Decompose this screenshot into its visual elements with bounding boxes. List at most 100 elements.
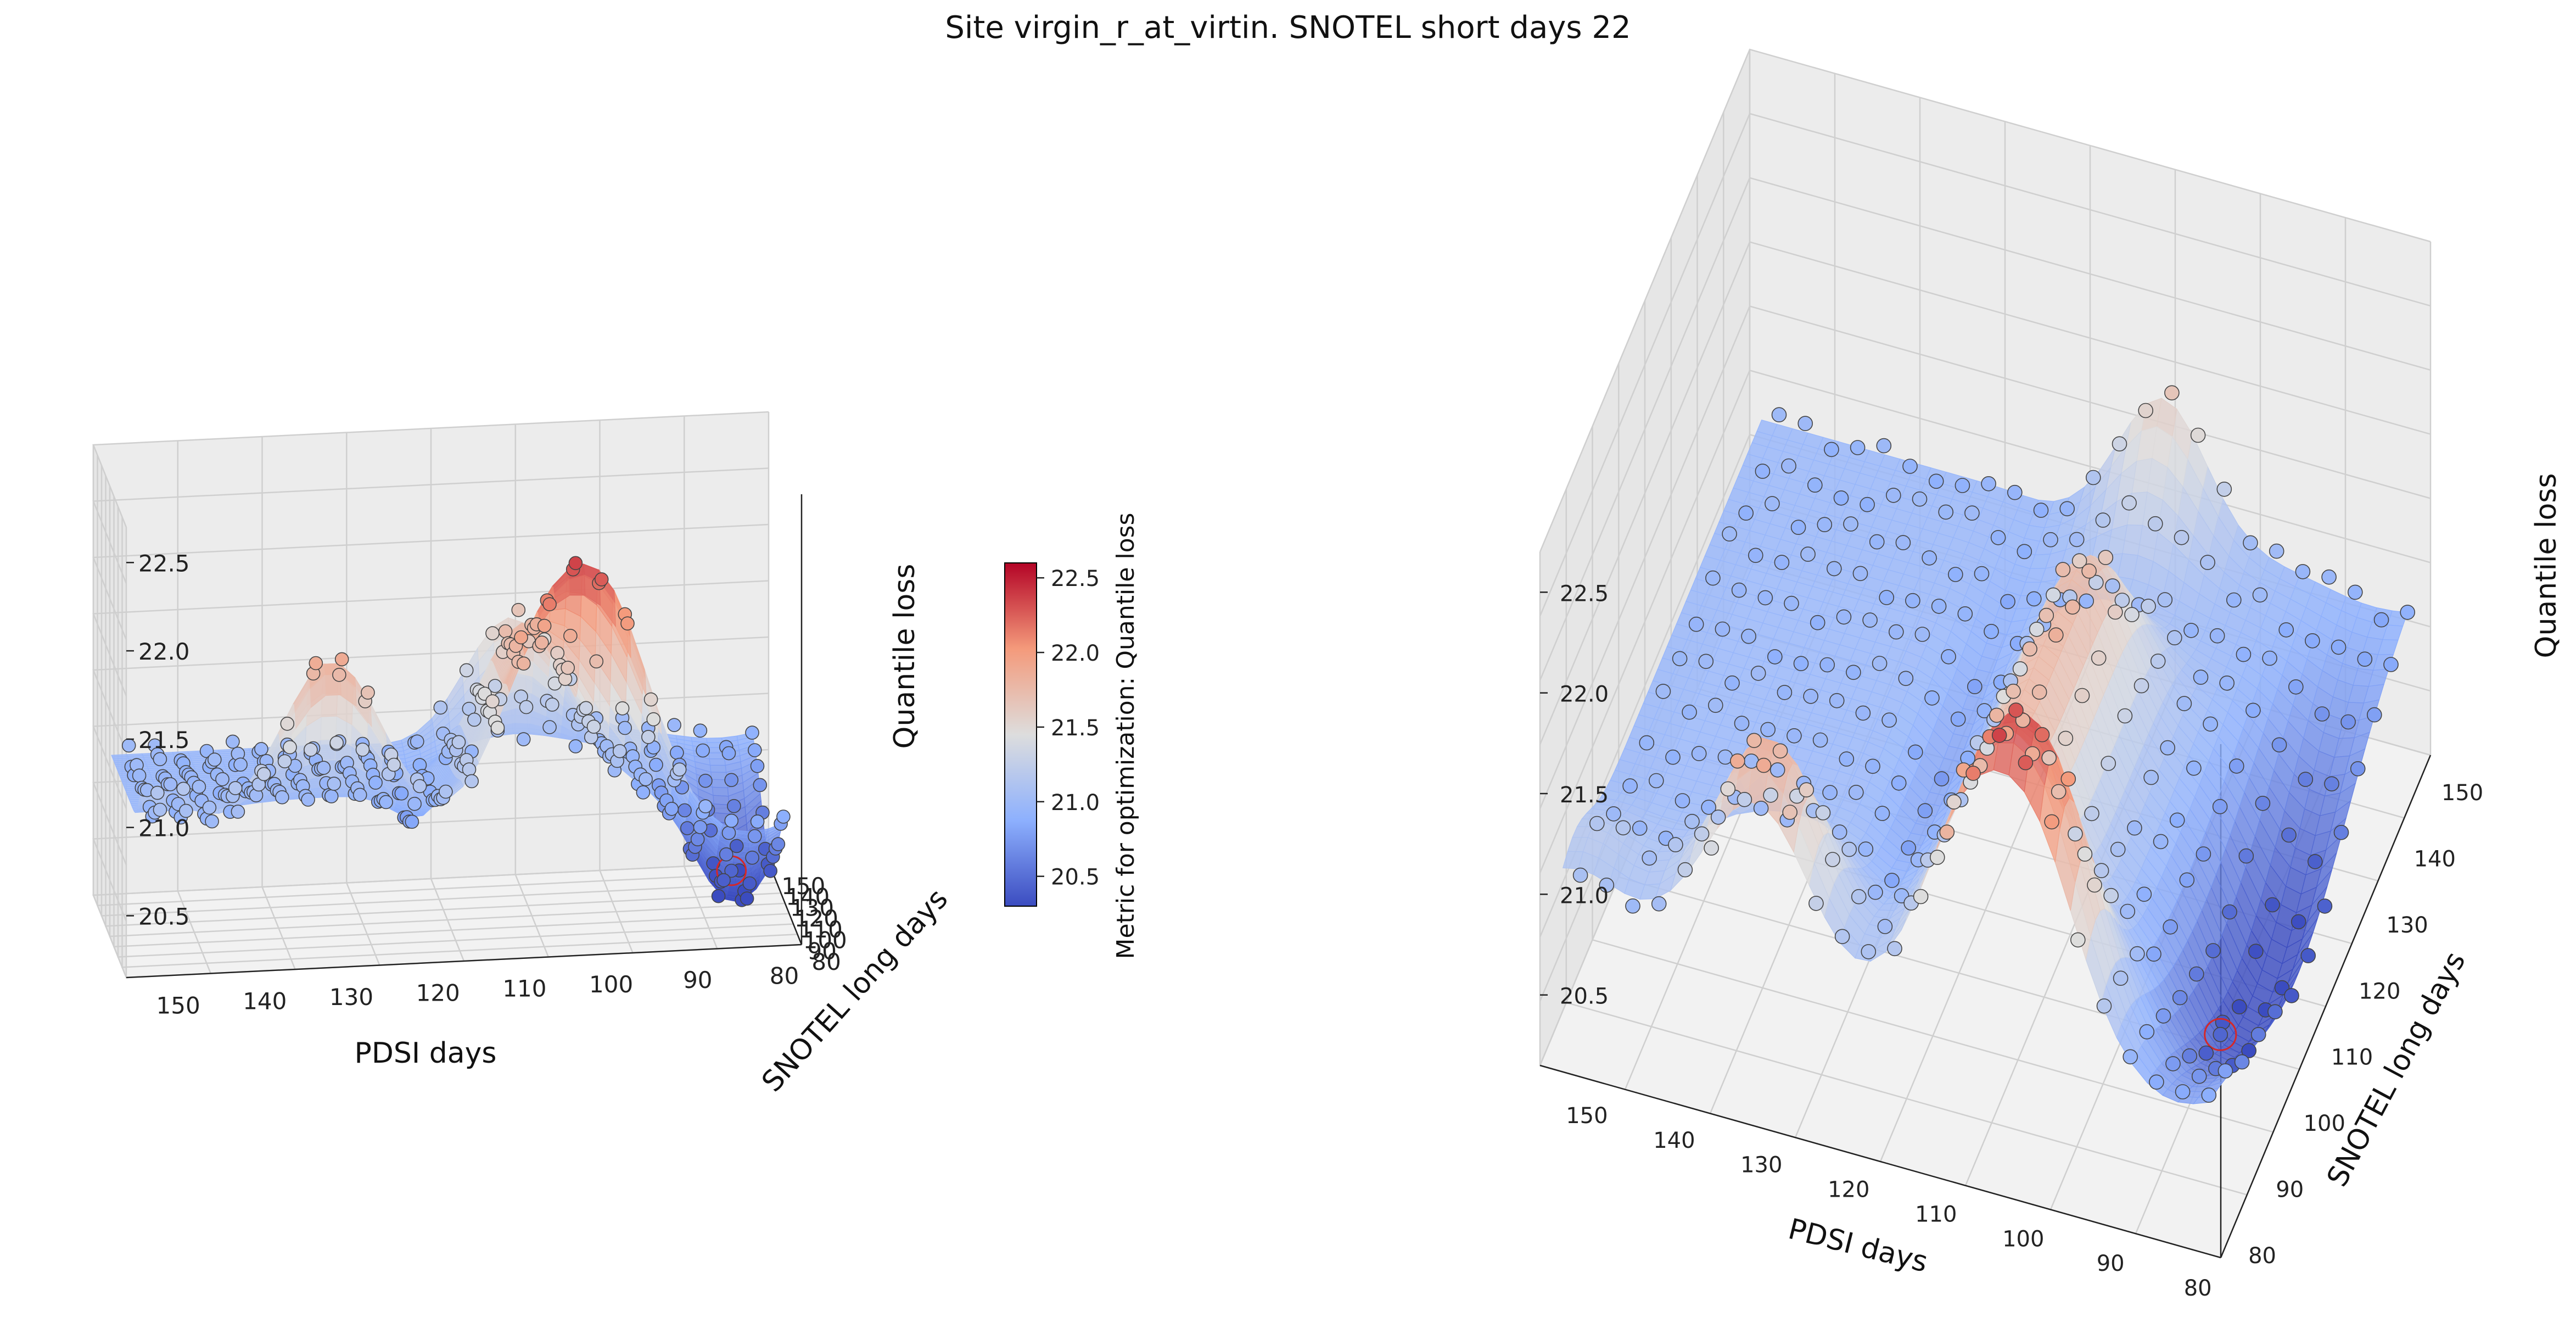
x-tick-label: 80 <box>770 963 799 990</box>
data-point <box>451 735 466 750</box>
data-point <box>1704 840 1719 856</box>
data-point <box>677 803 692 818</box>
data-point <box>2031 684 2047 700</box>
data-point <box>1939 824 1955 840</box>
data-point <box>727 799 741 813</box>
data-point <box>2226 592 2242 608</box>
data-point <box>1784 595 1799 611</box>
colorbar-tick-label: 22.5 <box>1051 566 1100 591</box>
data-point <box>2179 872 2195 888</box>
data-point <box>1724 675 1740 691</box>
data-point <box>2252 587 2268 603</box>
data-point <box>2051 784 2067 800</box>
data-point <box>485 626 500 640</box>
y-tick-label: 110 <box>799 916 843 943</box>
data-point <box>379 795 393 810</box>
data-point <box>2340 714 2356 730</box>
x-tick-label: 100 <box>589 971 633 998</box>
data-point <box>763 864 777 878</box>
data-point <box>641 730 656 744</box>
data-point <box>2155 1008 2171 1024</box>
data-point <box>1974 566 1990 582</box>
data-point <box>280 717 295 731</box>
data-point <box>1849 785 1864 800</box>
data-point <box>2216 481 2232 497</box>
data-point <box>2084 806 2099 822</box>
data-point <box>2065 599 2080 615</box>
data-point <box>1955 478 1970 493</box>
data-point <box>1839 751 1855 767</box>
surface-cell <box>709 764 727 773</box>
y-tick-label: 150 <box>781 873 825 900</box>
data-point <box>2055 562 2071 577</box>
data-point <box>1746 733 1762 749</box>
y-tick-label: 80 <box>811 948 841 975</box>
data-point <box>2267 1004 2283 1020</box>
data-point <box>1734 716 1750 731</box>
data-point <box>1868 884 1883 900</box>
data-point <box>1781 458 1796 474</box>
data-point <box>740 891 754 906</box>
data-point <box>1950 711 1966 727</box>
data-point <box>2093 863 2109 878</box>
data-point <box>1941 649 1956 665</box>
data-point <box>1741 628 1756 644</box>
data-point <box>1967 679 1983 694</box>
data-point <box>2317 898 2333 914</box>
data-point <box>1738 505 1754 521</box>
data-point <box>2291 914 2306 930</box>
data-point <box>1812 732 1828 748</box>
data-point <box>2278 622 2294 638</box>
data-point <box>1841 841 1857 857</box>
data-point <box>2112 436 2127 452</box>
y-tick-label: 120 <box>794 905 838 932</box>
data-point <box>594 572 609 587</box>
data-point <box>1938 504 1953 520</box>
data-point <box>568 556 583 571</box>
data-point <box>1889 624 1904 640</box>
data-point <box>2117 708 2133 724</box>
x-tick-label: 150 <box>156 992 200 1019</box>
z-tick-label: 21.0 <box>138 815 190 842</box>
data-point <box>1825 852 1840 867</box>
data-point <box>516 732 531 746</box>
data-point <box>1822 785 1838 800</box>
data-point <box>283 740 297 755</box>
data-point <box>329 735 344 750</box>
data-point <box>2153 834 2169 850</box>
data-point <box>2269 543 2284 559</box>
data-point <box>1846 665 1861 680</box>
data-point <box>698 799 713 813</box>
data-point <box>2160 740 2175 756</box>
data-point <box>1833 490 1849 506</box>
data-point <box>2236 646 2252 662</box>
data-point <box>2110 841 2126 857</box>
data-point <box>2007 484 2023 500</box>
data-point <box>1928 473 1944 489</box>
data-point <box>309 656 323 671</box>
data-point <box>1705 570 1721 586</box>
data-point <box>1948 567 1963 582</box>
surface-cell <box>705 737 723 743</box>
data-point <box>1639 735 1655 751</box>
data-point <box>2157 592 2173 607</box>
data-point <box>748 743 762 757</box>
data-point <box>1832 824 1847 840</box>
data-point <box>2070 932 2086 948</box>
colorbar-tick-label: 21.0 <box>1051 790 1100 816</box>
data-point <box>615 701 630 716</box>
data-point <box>519 700 534 714</box>
data-point <box>1799 782 1815 797</box>
data-point <box>1843 516 1858 532</box>
grid-line <box>92 411 769 528</box>
y-tick-label: 110 <box>2331 1045 2373 1070</box>
data-point <box>745 850 759 865</box>
data-point <box>1869 534 1885 550</box>
data-point <box>1760 722 1776 738</box>
data-point <box>1708 697 1723 713</box>
data-point <box>2307 854 2323 869</box>
data-point <box>2250 1027 2266 1042</box>
data-point <box>1710 810 1726 825</box>
data-point <box>2182 1048 2197 1064</box>
x-tick-label: 80 <box>2184 1276 2212 1301</box>
